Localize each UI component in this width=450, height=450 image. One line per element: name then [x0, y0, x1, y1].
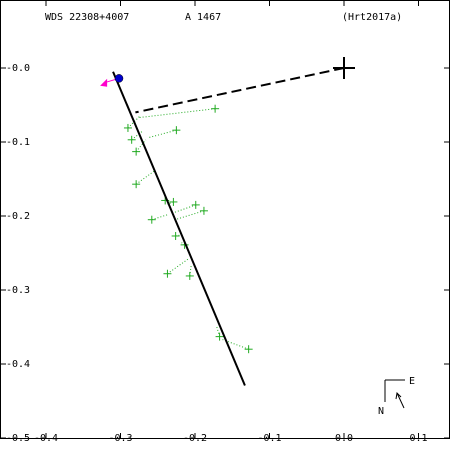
header-designation: WDS 22308+4007	[45, 12, 129, 23]
first-point-marker	[100, 78, 108, 87]
x-tick-label: -0.2	[183, 433, 207, 444]
compass-arrow-icon	[396, 392, 405, 409]
header-reference: (Hrt2017a)	[342, 12, 402, 23]
observation-point	[123, 123, 132, 132]
y-tick-label: -0.3	[6, 285, 30, 296]
residual-line	[167, 201, 174, 205]
observation-point	[132, 180, 141, 189]
observation-point	[244, 345, 253, 354]
x-tick-label: -0.3	[108, 433, 132, 444]
observation-point	[211, 104, 220, 113]
x-tick-label: 0.0	[335, 433, 353, 444]
x-axis-ticks: -0.4 -0.3 -0.2 -0.1 0.0 0.1	[34, 1, 428, 444]
compass-east-label: E	[409, 376, 415, 387]
y-tick-label: -0.2	[6, 211, 30, 222]
compass-arrowhead-icon	[395, 391, 402, 400]
observation-point	[172, 126, 181, 135]
predicted-position-dot	[114, 74, 124, 83]
residual-line	[189, 264, 192, 277]
observation-point	[191, 200, 200, 209]
x-tick-label: -0.4	[34, 433, 58, 444]
observation-point	[147, 215, 156, 224]
residual-line	[135, 139, 147, 152]
observation-point	[171, 231, 180, 240]
apparent-orbit-line	[112, 71, 246, 386]
observation-point	[127, 135, 136, 144]
compass: N E	[378, 376, 415, 417]
compass-north-label: N	[378, 406, 384, 417]
observation-point	[169, 197, 178, 206]
residual-line	[167, 258, 189, 275]
y-axis-ticks: -0.0 -0.1 -0.2 -0.3 -0.4 -0.5	[1, 63, 449, 444]
observation-point	[199, 206, 208, 215]
y-tick-label: -0.1	[6, 137, 30, 148]
residual-line	[172, 204, 196, 214]
x-tick-label: 0.1	[409, 433, 427, 444]
position-markers	[100, 57, 355, 87]
residual-line	[174, 210, 205, 221]
observation-point	[163, 269, 172, 278]
y-tick-label: -0.4	[6, 359, 30, 370]
x-tick-label: -0.1	[257, 433, 281, 444]
observation-point	[215, 332, 224, 341]
residual-line	[135, 169, 156, 185]
observation-point	[132, 147, 141, 156]
orbit-lines	[112, 67, 345, 386]
header-discoverer: A 1467	[185, 12, 221, 23]
residual-line	[139, 108, 216, 119]
y-tick-label: -0.5	[6, 433, 30, 444]
observation-point	[185, 271, 194, 280]
y-tick-label: -0.0	[6, 63, 30, 74]
line-of-nodes	[135, 67, 345, 114]
